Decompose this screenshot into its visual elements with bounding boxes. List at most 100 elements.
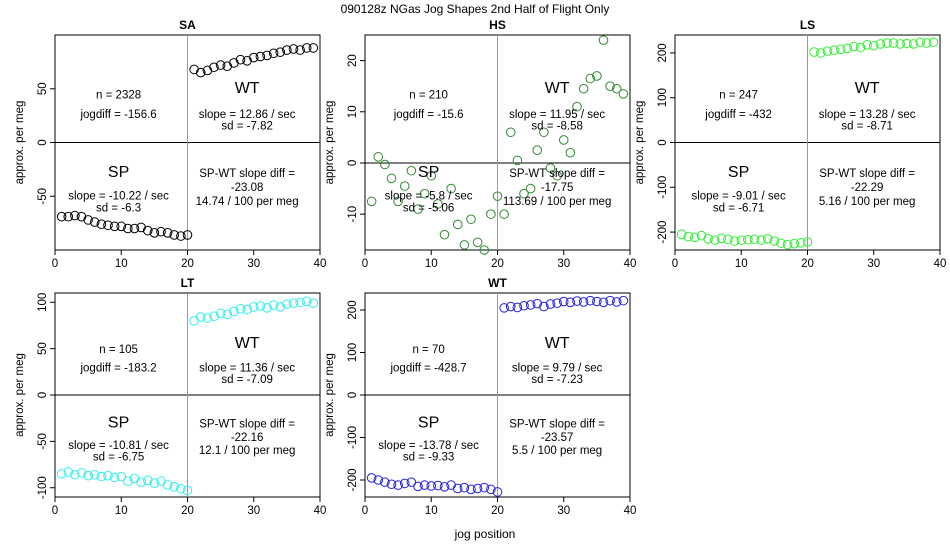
data-point: [83, 215, 93, 225]
data-point: [56, 211, 67, 222]
data-point: [169, 230, 180, 240]
data-point: [162, 228, 173, 238]
data-point: [182, 485, 193, 496]
data-point: [393, 196, 403, 207]
panel-title: WT: [488, 276, 507, 290]
slope-diff-label: SP-WT slope diff =: [509, 168, 605, 180]
data-point: [572, 101, 582, 112]
data-point: [255, 301, 266, 311]
data-point: [136, 222, 146, 233]
sample-count: n = 210: [409, 89, 448, 101]
sp-slope: slope = -10.22 / sec: [68, 190, 169, 202]
data-point: [96, 471, 107, 482]
data-point: [393, 480, 403, 490]
data-point: [486, 484, 496, 495]
y-tick-label: -200: [347, 468, 359, 491]
data-point: [545, 163, 556, 173]
data-point: [459, 482, 470, 493]
figure-x-axis-label: jog position: [454, 527, 516, 541]
sp-sd: sd = -6.71: [713, 202, 764, 214]
sp-label: SP: [418, 415, 439, 432]
data-point: [505, 127, 516, 138]
data-point: [578, 83, 589, 94]
data-point: [308, 298, 319, 309]
y-tick-label: 0: [657, 139, 669, 145]
data-point: [532, 298, 543, 309]
x-tick-label: 40: [314, 505, 327, 517]
data-point: [815, 48, 826, 58]
data-point: [195, 312, 206, 322]
sp-slope: slope = -10.81 / sec: [68, 440, 169, 452]
data-point: [492, 191, 503, 202]
data-point: [696, 230, 707, 241]
data-point: [519, 188, 529, 199]
data-point: [743, 234, 753, 245]
data-point: [169, 482, 180, 492]
y-tick-label: 0: [347, 392, 359, 398]
data-point: [492, 487, 503, 497]
data-point: [908, 39, 919, 49]
y-tick-label: -100: [347, 426, 359, 449]
panel-title: LS: [800, 18, 815, 32]
data-point: [809, 47, 819, 57]
data-point: [288, 298, 299, 309]
panel-title: HS: [489, 18, 506, 32]
wt-slope: slope = 11.95 / sec: [509, 109, 605, 121]
data-point: [386, 173, 397, 184]
sp-sd: sd = -6.75: [93, 451, 144, 463]
y-tick-label: -10: [347, 206, 359, 223]
panel-ls: LS 0 10 20 30 40 -200 -100 0 100 200 approx. per me…: [634, 18, 946, 270]
data-point: [413, 481, 423, 492]
data-point: [419, 480, 430, 490]
data-point: [862, 40, 872, 50]
data-point: [103, 470, 113, 481]
data-point: [433, 199, 443, 209]
data-point: [89, 217, 100, 227]
data-point: [136, 477, 146, 487]
data-point: [268, 48, 279, 59]
data-point: [202, 65, 213, 76]
data-point: [703, 234, 713, 244]
data-point: [70, 210, 80, 221]
sample-count: n = 247: [719, 89, 758, 101]
data-point: [103, 220, 113, 231]
data-point: [452, 483, 463, 494]
data-point: [288, 44, 299, 54]
slope-diff-value: -22.16: [231, 432, 264, 444]
x-tick-label: 0: [672, 258, 678, 270]
y-tick-label: 50: [37, 342, 49, 355]
data-point: [835, 44, 846, 55]
y-tick-label: 100: [657, 88, 669, 107]
sample-count: n = 2328: [96, 89, 141, 101]
data-point: [505, 301, 516, 312]
data-point: [209, 62, 219, 73]
sp-label: SP: [108, 415, 129, 432]
data-point: [182, 230, 193, 240]
y-axis-label: approx. per meg: [634, 101, 646, 185]
x-tick-label: 40: [314, 258, 327, 270]
data-point: [301, 296, 312, 307]
figure-title: 090128z NGas Jog Shapes 2nd Half of Flig…: [341, 2, 610, 16]
per-meg-value: 14.74 / 100 per meg: [196, 196, 299, 208]
wt-sd: sd = -8.58: [531, 121, 582, 133]
data-point: [882, 38, 892, 48]
data-point: [399, 478, 410, 489]
x-tick-label: 30: [247, 258, 260, 270]
wt-slope: slope = 12.86 / sec: [199, 109, 296, 121]
panel-sa: SA 0 10 20 30 40 -50 0 50 approx. per meg n = 2328…: [14, 18, 326, 270]
wt-label: WT: [855, 80, 880, 97]
panel-lt: LT 0 10 20 30 40 -100 -50 0 50 100 approx. per meg n…: [14, 276, 326, 517]
data-point: [512, 302, 523, 313]
data-point: [308, 43, 319, 53]
data-point: [439, 229, 450, 240]
data-point: [618, 295, 629, 306]
jogdiff-value: jogdiff = -183.2: [79, 363, 156, 375]
x-tick-label: 30: [557, 258, 570, 270]
x-tick-label: 20: [801, 258, 814, 270]
data-point: [282, 299, 292, 309]
data-point: [419, 188, 430, 199]
data-point: [928, 37, 939, 47]
data-point: [123, 223, 133, 234]
sample-count: n = 105: [99, 344, 138, 356]
data-point: [539, 301, 549, 312]
